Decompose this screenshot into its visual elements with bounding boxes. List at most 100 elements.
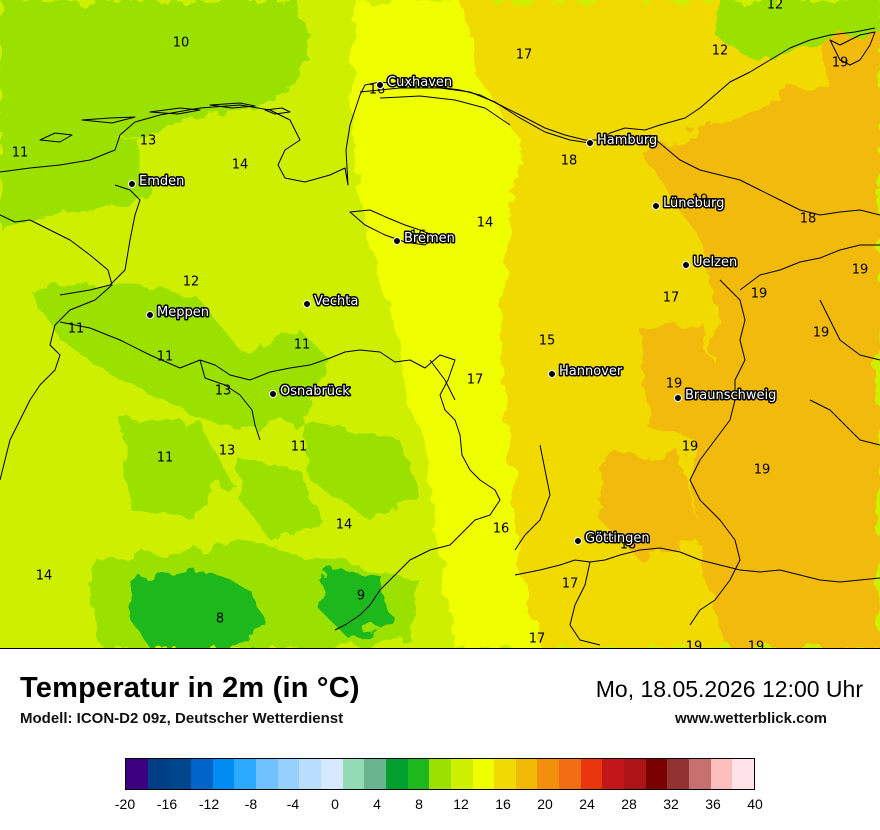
color-scale-segment [559,759,581,789]
color-scale-tick-label: 16 [495,796,511,812]
color-scale-segment [234,759,256,789]
color-scale-segment [624,759,646,789]
color-scale-segment [667,759,690,789]
city-dot [548,370,556,378]
city-dot [269,390,277,398]
color-scale-segment [299,759,321,789]
color-scale-segment [710,759,733,789]
temperature-value: 14 [232,158,249,173]
color-scale-tick-label: 40 [747,796,763,812]
color-scale-segment [320,759,343,789]
color-scale-segment [515,759,538,789]
temperature-value: 19 [682,440,699,455]
temperature-value: 12 [183,275,200,290]
map-subtitle: Modell: ICON-D2 09z, Deutscher Wetterdie… [20,710,344,727]
color-scale-ticks: -20 -16 -12 -8 -4 0 4 8 12 16 20 24 28 32 36 40 [115,790,763,820]
map-title: Temperatur in 2m (in °C) [20,672,360,704]
color-scale-tick-label: -4 [286,796,300,812]
temperature-value: 11 [157,350,174,365]
color-scale-segment [429,759,451,789]
temperature-value: 11 [68,322,85,337]
temperature-value: 12 [767,0,784,13]
city-dot [393,237,401,245]
city-label: Emden [139,174,184,189]
color-scale-tick-label: -16 [156,796,178,812]
temperature-value: 11 [291,440,308,455]
city-dot [652,202,660,210]
city-dot [586,139,594,147]
temperature-value: 16 [493,522,510,537]
color-scale-tick-label: 4 [373,796,381,812]
color-scale-segment [602,759,625,789]
city-label: Hamburg [597,133,657,148]
color-scale-segment [580,759,603,789]
map-canvas: 12 10 17 12 19 16 13 14 11 18 19 14 18 16 12 19 17 19 11 19… [0,0,880,648]
color-scale-tick-label: 12 [453,796,469,812]
city-markers: Cuxhaven Hamburg Emden Lüneburg Bremen Uelzen… [128,74,778,548]
color-scale-segment [212,759,235,789]
temperature-value: 19 [751,287,768,302]
temperature-value: 11 [294,338,311,353]
color-scale-tick-label: 36 [705,796,721,812]
temperature-value: 19 [666,377,683,392]
city-dot [682,261,690,269]
temperature-value: 19 [852,263,869,278]
color-scale-tick-label: 8 [415,796,423,812]
temperature-value: 17 [467,373,484,388]
color-scale-segment [342,759,365,789]
color-scale-tick-label: 0 [331,796,339,812]
temperature-value: 9 [357,589,365,604]
color-scale-tick-label: -20 [114,796,136,812]
city-dot [674,394,682,402]
color-scale-segment [255,759,278,789]
color-scale-segment [645,759,668,789]
temperature-value: 8 [216,612,224,627]
color-scale-segment [407,759,430,789]
temperature-value: 12 [712,44,729,59]
city-label: Meppen [157,305,209,320]
temperature-value: 16 [410,229,427,244]
source-website[interactable]: www.wetterblick.com [675,710,827,727]
color-scale-tick-label: 24 [579,796,595,812]
temperature-value: 19 [686,640,703,649]
temperature-value: 18 [620,538,637,553]
color-scale-segment [364,759,386,789]
city-label: Hannover [559,364,623,379]
color-scale-segment [190,759,213,789]
temperature-value: 19 [813,326,830,341]
color-scale-segment [277,759,300,789]
boundaries [0,27,880,646]
color-scale-segment [472,759,495,789]
temperature-value: 19 [748,640,765,649]
temperature-value: 17 [516,48,533,63]
city-label: Uelzen [693,255,737,270]
city-label: Bremen [404,231,455,246]
color-scale-tick-label: 20 [537,796,553,812]
color-scale-segment [689,759,711,789]
city-label: Göttingen [585,531,650,546]
city-label: Vechta [314,294,358,309]
temperature-value: 13 [140,134,157,149]
temperature-value: 18 [561,154,578,169]
color-scale-segment [126,759,148,789]
temperature-value: 17 [562,577,579,592]
temperature-labels: 12 10 17 12 19 16 13 14 11 18 19 14 18 16 12 19 17 19 11 19… [12,0,869,648]
color-scale-segment [537,759,560,789]
temperature-value: 13 [215,384,232,399]
temperature-value: 11 [157,451,174,466]
city-dot [574,537,582,545]
temperature-value: 13 [219,444,236,459]
temperature-map[interactable]: 12 10 17 12 19 16 13 14 11 18 19 14 18 16 12 19 17 19 11 19… [0,0,880,649]
color-scale-tick-label: -12 [198,796,220,812]
temperature-value: 19 [832,56,849,71]
temperature-value: 19 [754,463,771,478]
temperature-value: 19 [692,193,709,208]
color-scale-tick-label: 28 [621,796,637,812]
color-scale-bar [125,758,755,790]
temperature-value: 18 [800,212,817,227]
temperature-value: 14 [477,216,494,231]
temperature-value: 15 [539,334,556,349]
color-scale-segment [732,759,755,789]
city-label: Cuxhaven [387,75,452,90]
city-label: Braunschweig [685,388,776,403]
